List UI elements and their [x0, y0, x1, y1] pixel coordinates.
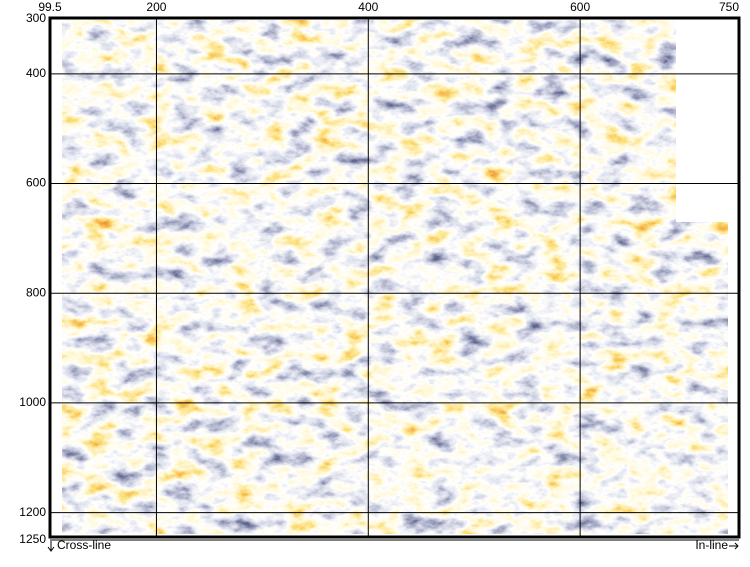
y-tick-label: 1000 — [19, 395, 46, 409]
plot-frame — [48, 16, 741, 539]
y-tick-label: 1250 — [19, 532, 46, 546]
x-axis-label: In-line — [695, 538, 728, 552]
seismic-amplitude — [62, 20, 728, 534]
x-tick-label: 600 — [570, 0, 590, 14]
y-tick-label: 400 — [26, 66, 46, 80]
x-tick-label: 99.5 — [38, 0, 62, 14]
x-tick-label: 200 — [146, 0, 166, 14]
x-tick-label: 400 — [358, 0, 378, 14]
y-axis-label: Cross-line — [57, 538, 111, 552]
y-tick-label: 600 — [26, 176, 46, 190]
y-tick-label: 800 — [26, 285, 46, 299]
x-axis-arrow — [729, 542, 739, 550]
y-tick-label: 1200 — [19, 505, 46, 519]
x-tick-label: 750 — [719, 0, 739, 14]
y-tick-label: 300 — [26, 11, 46, 25]
y-axis-arrow — [47, 541, 55, 552]
